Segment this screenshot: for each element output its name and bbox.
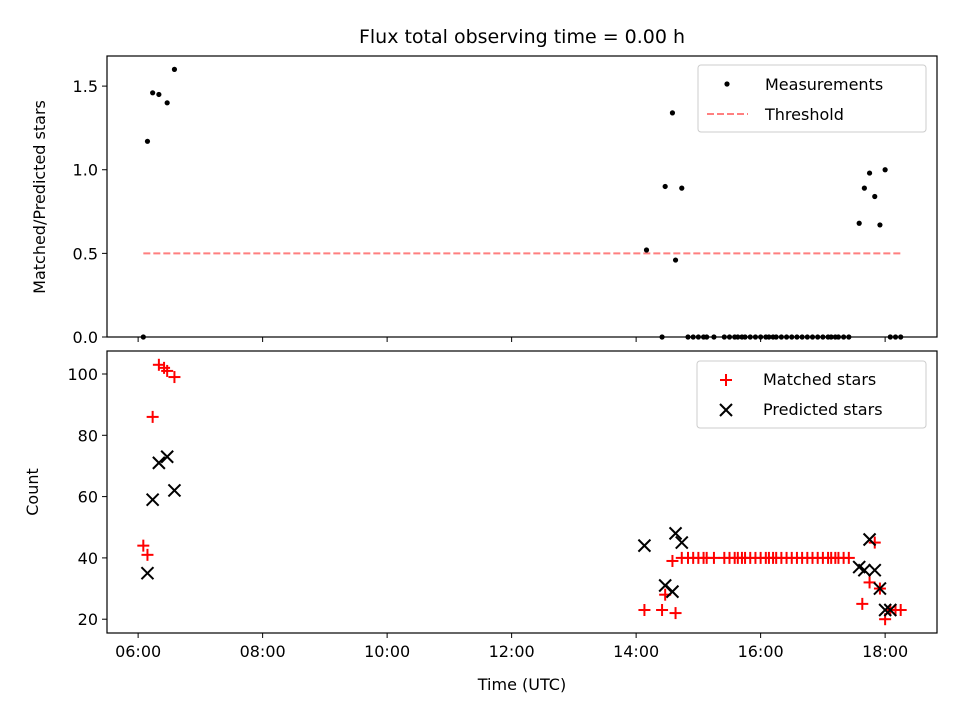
top-legend-box [697,64,927,133]
measurement-point [856,220,862,226]
predicted-star-point [167,483,182,498]
top-y-tick-label: 0.0 [73,328,98,347]
x-tick-label: 10:00 [364,642,410,661]
matched-star-point [669,607,682,620]
chart-title: Flux total observing time = 0.00 h [359,26,685,48]
bottom-y-axis-label: Count [23,468,42,516]
legend-matched-marker [720,374,732,386]
measurement-point [672,257,679,263]
measurement-point [882,167,888,173]
matched-star-point [146,410,159,423]
predicted-star-point [152,456,166,470]
predicted-star-point [140,566,155,580]
legend-threshold-label: Threshold [764,105,844,124]
bottom-legend: Matched stars Predicted stars [696,360,927,429]
matched-star-point [161,364,174,377]
measurement-point [662,183,668,190]
measurement-point [872,193,878,200]
matched-star-point [638,604,651,617]
measurement-point [144,138,151,144]
matched-star-point [707,551,720,564]
top-plot-frame [106,55,938,338]
legend-measurements-marker [724,81,730,87]
bottom-y-tick-label: 100 [67,365,98,384]
matched-star-point [656,604,669,617]
x-axis-label: Time (UTC) [477,675,566,694]
matched-star-point [666,554,679,567]
x-tick-label: 12:00 [489,642,535,661]
matched-star-point [842,551,855,564]
matched-star-point [168,371,181,384]
bottom-panel: 20 40 60 80 100 06:00 08:00 10:00 12:00 14:00 16:… [23,350,938,694]
measurement-point [156,91,162,98]
legend-predicted-label: Predicted stars [763,400,883,419]
measurement-point [866,170,873,176]
predicted-star-point [878,603,892,617]
top-y-tick-label: 1.5 [73,77,98,96]
measurement-point [164,100,170,106]
measurement-point [679,185,685,191]
matched-star-point [863,576,876,589]
predicted-star-point [873,581,887,596]
predicted-star-point [675,535,689,550]
predicted-star-point [862,532,877,547]
measurement-point [150,90,156,96]
bottom-plot-frame [106,350,938,634]
predicted-star-point [883,603,898,617]
predicted-star-point [668,526,683,541]
measurement-point [861,185,867,191]
top-y-tick-label: 0.5 [73,244,98,263]
top-panel: 0.0 0.5 1.0 1.5 Matched/Predicted stars Mea… [30,55,938,347]
predicted-star-point [145,492,160,507]
predicted-star-point [857,563,872,577]
bottom-y-tick-label: 40 [78,549,98,568]
legend-predicted-marker [719,403,733,417]
x-tick-label: 08:00 [240,642,286,661]
measurement-point [643,247,650,253]
x-tick-label: 16:00 [738,642,784,661]
measurement-point [171,66,178,72]
predicted-star-point [868,563,882,577]
bottom-y-tick-label: 80 [78,426,98,445]
matched-star-point [868,536,881,549]
predicted-star-point [665,584,680,599]
top-y-axis-label: Matched/Predicted stars [30,100,49,294]
legend-matched-label: Matched stars [763,370,876,389]
top-legend: Measurements Threshold [697,64,927,133]
top-y-tick-label: 1.0 [73,161,98,180]
legend-measurements-label: Measurements [765,75,883,94]
matched-star-point [856,597,869,610]
bottom-y-tick-label: 60 [78,488,98,507]
matched-star-point [894,604,907,617]
x-tick-label: 18:00 [862,642,908,661]
x-tick-label: 06:00 [115,642,161,661]
measurement-point [669,110,676,116]
measurement-point [877,222,883,228]
predicted-star-point [637,538,652,553]
bottom-legend-box [696,360,927,429]
matched-star-point [141,548,154,561]
predicted-star-point [160,450,174,464]
x-tick-label: 14:00 [613,642,659,661]
matched-star-point [137,539,150,552]
bottom-y-tick-label: 20 [78,610,98,629]
